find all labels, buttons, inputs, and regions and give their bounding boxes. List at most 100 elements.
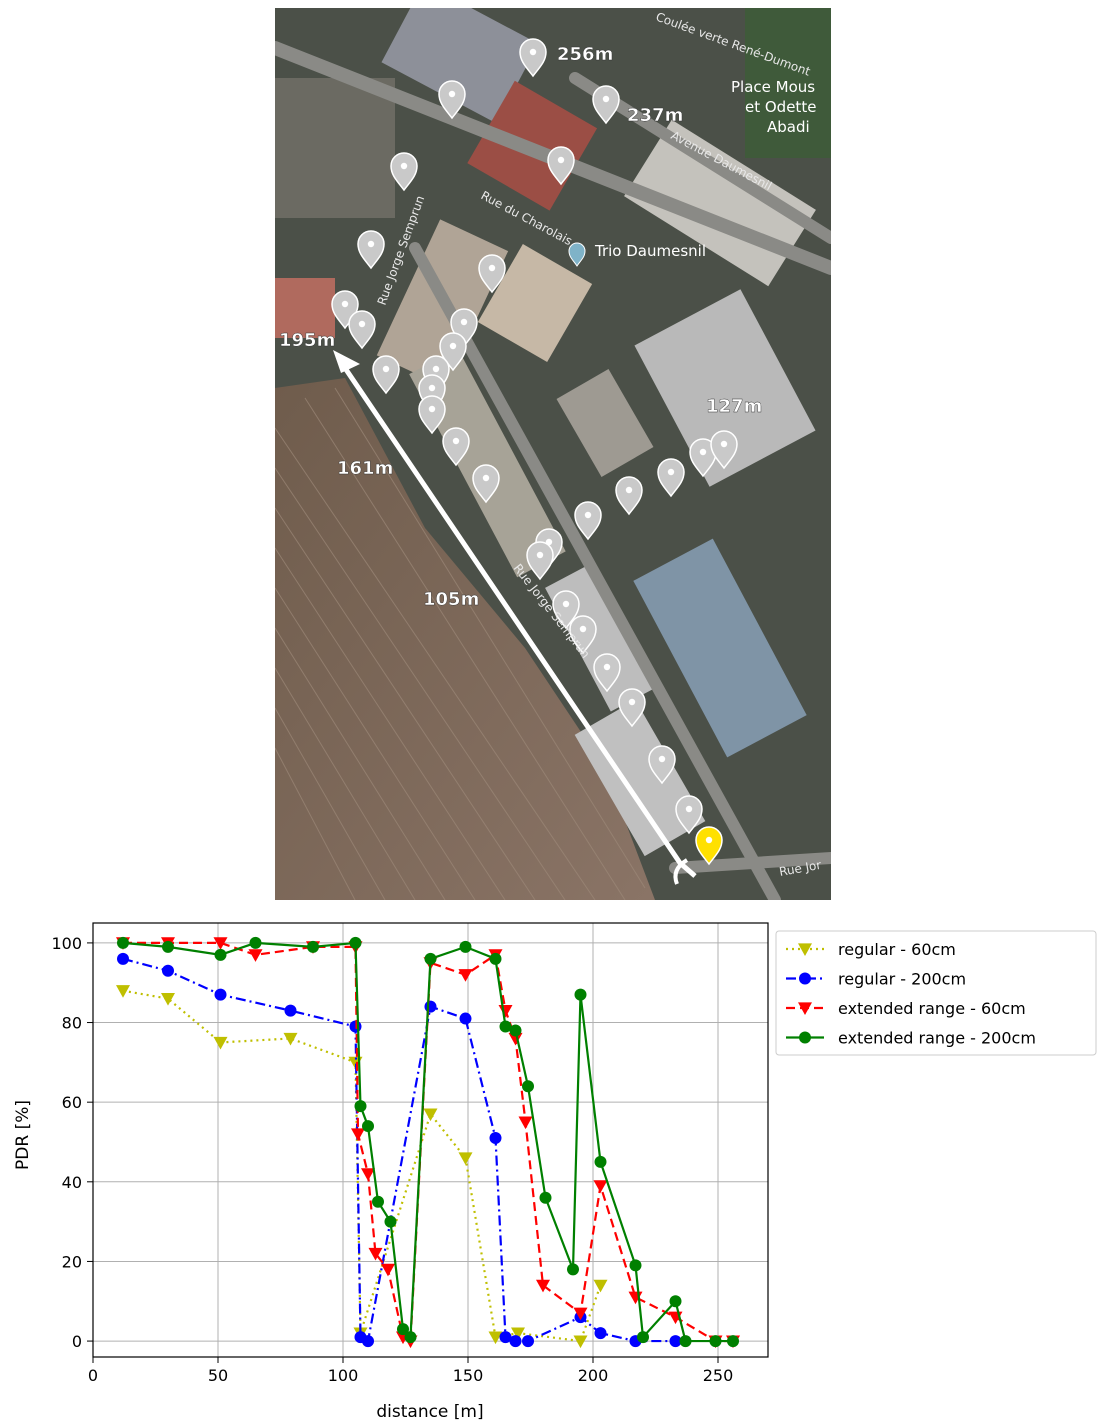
distance-label: 237m [627,105,683,126]
data-point-s2 [518,1116,533,1130]
data-point-s2 [381,1263,395,1277]
y-tick-label: 100 [51,934,82,953]
data-point-s0 [511,1327,525,1341]
y-tick-label: 40 [62,1173,82,1192]
data-point-s3 [249,936,262,949]
data-point-s3 [594,1155,607,1168]
distance-label: 127m [706,396,762,417]
pdr-vs-distance-chart: 0 50 100 150 200 250 0 20 40 60 80 100 distance [m]… [13,922,1097,1422]
data-point-s1 [214,988,227,1001]
data-point-s3 [679,1335,692,1348]
data-point-s0 [488,1331,503,1345]
data-point-s1 [594,1327,607,1340]
y-tick-label: 80 [62,1014,82,1033]
y-tick-label: 20 [62,1252,82,1271]
data-point-s3 [629,1259,642,1272]
distance-label: 105m [423,589,479,610]
distance-label: 161m [337,458,393,479]
y-tick-label: 60 [62,1093,82,1112]
distance-label: 256m [557,44,613,65]
data-point-s3 [539,1191,552,1204]
data-point-s0 [423,1108,438,1122]
x-tick-label: 250 [703,1366,734,1385]
legend: regular - 60cm regular - 200cm extended ra… [775,930,1097,1056]
start-pin-icon[interactable] [695,826,723,866]
legend-label: extended range - 200cm [838,1029,1036,1048]
data-point-s3 [574,988,587,1001]
data-point-s1 [162,964,174,977]
legend-marker [799,972,811,985]
place-label: Abadi [767,118,810,136]
legend-marker [799,1031,811,1044]
data-point-s2 [213,937,228,950]
data-point-s3 [709,1335,722,1348]
data-point-s0 [593,1279,608,1293]
x-tick-label: 200 [578,1366,609,1385]
place-label: et Odette [745,98,816,116]
data-point-s3 [354,1100,367,1113]
x-tick-label: 0 [88,1366,98,1385]
data-point-s3 [499,1020,512,1033]
data-point-s1 [522,1335,534,1348]
x-tick-label: 50 [208,1366,228,1385]
data-point-s3 [404,1331,417,1344]
data-point-s2 [498,1004,513,1018]
data-point-s0 [283,1032,298,1046]
distance-label: 195m [279,330,335,351]
data-point-s1 [509,1335,522,1348]
legend-box [775,930,1097,1056]
data-point-s0 [573,1335,588,1349]
data-point-s1 [489,1132,502,1145]
data-point-s0 [458,1152,473,1165]
direction-arrow-icon [333,350,360,373]
data-point-s2 [508,1032,523,1046]
data-point-s1 [499,1331,512,1344]
data-point-s3 [459,940,472,953]
y-tick-label: 0 [72,1332,82,1351]
data-point-s3 [214,948,227,961]
data-point-s1 [424,1000,437,1013]
data-point-s2 [248,949,263,962]
trio-daumesnil-pin-icon[interactable] [568,242,586,267]
data-point-s1 [362,1335,374,1348]
data-point-s3 [349,936,362,949]
legend-label: regular - 60cm [838,940,956,959]
data-point-s3 [397,1323,409,1336]
data-point-s3 [509,1024,522,1037]
data-point-s2 [573,1307,588,1321]
x-axis-label: distance [m] [376,1402,483,1422]
data-point-s3 [637,1331,649,1344]
data-point-s0 [213,1036,228,1050]
series-line-3 [122,941,733,1343]
data-point-s3 [522,1080,534,1093]
place-label: Place Mous [731,78,815,96]
plot-frame [92,922,769,1358]
data-point-s2 [593,1180,608,1193]
data-point-s2 [361,1168,375,1181]
data-point-s3 [307,940,319,953]
legend-marker [798,1002,812,1015]
series-line-0 [122,989,602,1343]
data-point-s3 [162,940,174,953]
data-point-s3 [384,1215,397,1228]
data-point-s1 [459,1012,472,1025]
legend-marker [798,943,812,956]
x-tick-label: 100 [328,1366,359,1385]
legend-label: extended range - 60cm [838,999,1026,1018]
data-point-s0 [161,993,175,1006]
x-tick-label: 150 [453,1366,484,1385]
data-point-s2 [536,1279,550,1293]
data-point-s2 [368,1247,383,1261]
data-point-s3 [362,1120,374,1133]
legend-label: regular - 200cm [838,970,966,989]
data-point-s3 [727,1335,739,1348]
data-point-s2 [458,969,473,982]
data-point-s2 [351,1128,365,1142]
data-point-s1 [117,952,129,965]
satellite-map: 256m 237m 195m 161m 127m 105m Trio Daume… [275,8,831,900]
data-point-s3 [567,1263,579,1276]
data-point-s3 [372,1195,384,1208]
data-point-s1 [284,1004,297,1017]
data-point-s1 [669,1335,682,1348]
data-point-s3 [669,1295,682,1308]
